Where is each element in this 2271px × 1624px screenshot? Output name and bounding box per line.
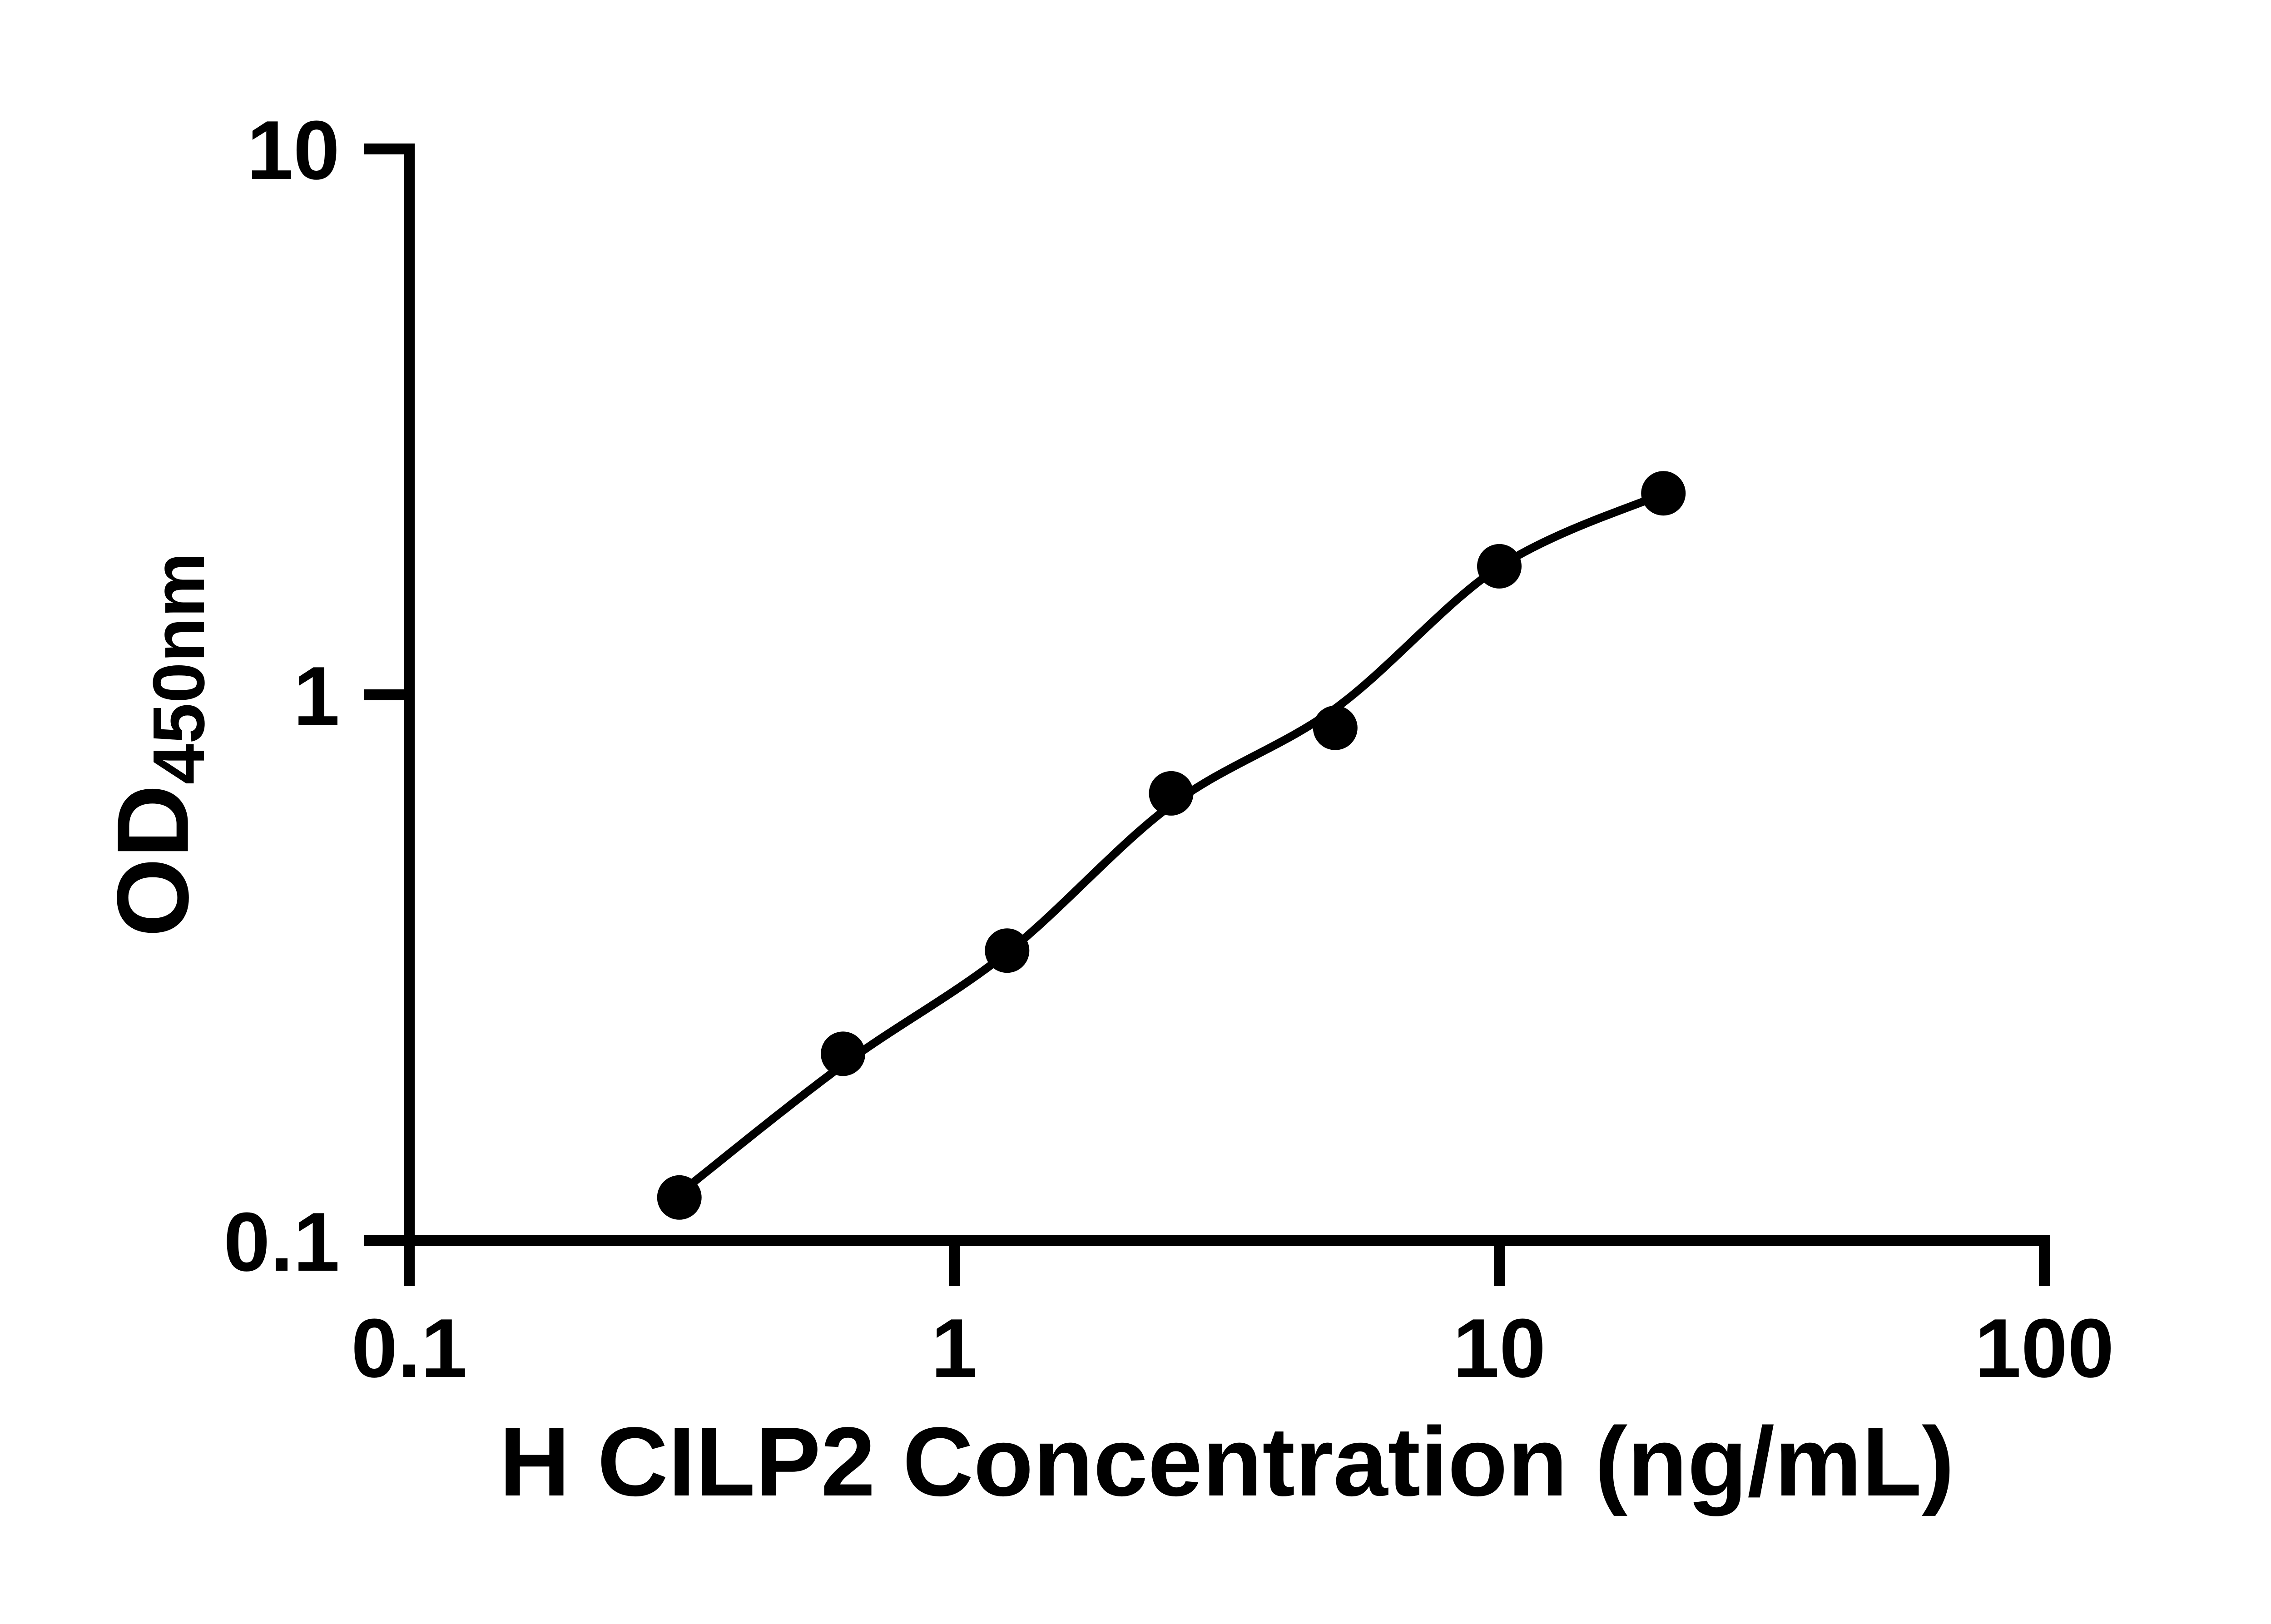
data-point	[985, 928, 1030, 973]
data-point	[821, 1031, 866, 1076]
y-tick-label: 0.1	[223, 1195, 340, 1288]
x-tick-label: 1	[931, 1301, 977, 1395]
data-point	[1149, 771, 1194, 816]
y-tick-label: 10	[247, 103, 340, 197]
y-tick	[364, 144, 404, 154]
y-tick-label: 1	[293, 649, 340, 743]
x-tick	[2039, 1246, 2050, 1286]
x-tick-label: 100	[1975, 1301, 2114, 1395]
data-point	[657, 1175, 702, 1220]
x-axis-line	[404, 1235, 2050, 1246]
y-axis-line	[404, 144, 415, 1246]
y-axis-title-subscript: 450nm	[138, 552, 220, 785]
y-tick	[364, 689, 404, 700]
x-axis-title: H CILP2 Concentration (ng/mL)	[499, 1406, 1954, 1516]
y-tick	[364, 1235, 404, 1246]
data-point	[1313, 705, 1358, 750]
x-tick	[404, 1246, 415, 1286]
y-axis-title: OD450nm	[96, 553, 220, 937]
x-tick	[949, 1246, 960, 1286]
x-tick	[1494, 1246, 1505, 1286]
data-point	[1477, 544, 1522, 589]
fit-curve	[675, 489, 1668, 1198]
y-axis-title-main: OD	[96, 784, 210, 937]
data-point	[1641, 471, 1686, 516]
x-tick-label: 10	[1453, 1301, 1546, 1395]
x-tick-label: 0.1	[351, 1301, 467, 1395]
